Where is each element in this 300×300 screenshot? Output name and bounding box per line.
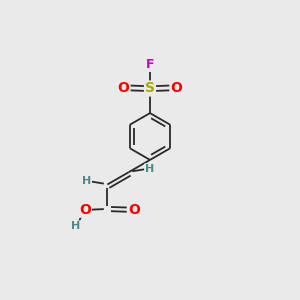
Text: H: H [82, 176, 91, 187]
Text: H: H [145, 164, 154, 174]
Text: F: F [146, 58, 154, 71]
Text: O: O [128, 203, 140, 217]
Text: O: O [170, 81, 182, 95]
Text: H: H [71, 221, 80, 231]
Text: S: S [145, 82, 155, 95]
Text: O: O [118, 81, 130, 95]
Text: O: O [79, 203, 91, 217]
